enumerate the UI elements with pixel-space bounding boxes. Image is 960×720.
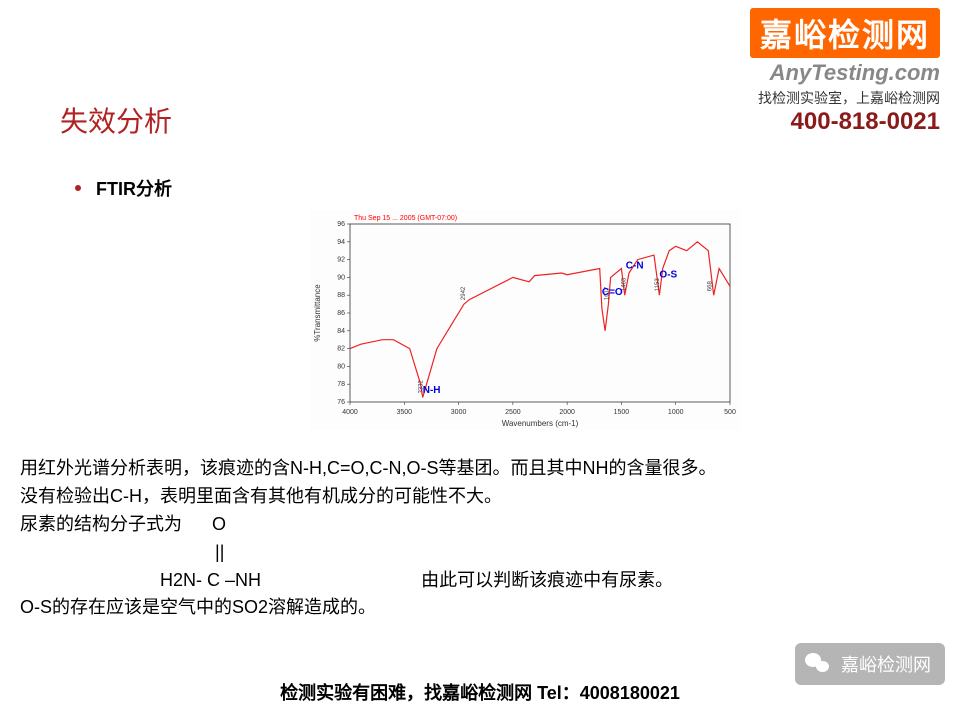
body-line-5: H2N- C –NH 由此可以判断该痕迹中有尿素。 <box>20 567 940 595</box>
svg-text:84: 84 <box>337 328 345 335</box>
svg-text:Wavenumbers (cm-1): Wavenumbers (cm-1) <box>502 419 579 428</box>
body-line-2: 没有检验出C-H，表明里面含有其他有机成分的可能性不大。 <box>20 483 940 511</box>
body-line-4: || <box>20 539 940 567</box>
svg-text:3500: 3500 <box>396 409 412 416</box>
svg-text:%Transmittance: %Transmittance <box>313 284 322 342</box>
svg-text:82: 82 <box>337 346 345 353</box>
brand-tagline: 找检测实验室，上嘉峪检测网 <box>640 88 940 108</box>
page-title: 失效分析 <box>60 100 172 140</box>
svg-text:C-N: C-N <box>626 261 644 272</box>
svg-text:86: 86 <box>337 310 345 317</box>
bullet-item: FTIR分析 <box>75 175 172 201</box>
ftir-spectrum-chart: Thu Sep 15 ... 2005 (GMT-07:00) 76 78 80 82 8… <box>310 210 740 430</box>
brand-phone: 400-818-0021 <box>640 108 940 136</box>
body-line-6: O-S的存在应该是空气中的SO2溶解造成的。 <box>20 594 940 622</box>
svg-text:500: 500 <box>724 409 736 416</box>
svg-text:1000: 1000 <box>668 409 684 416</box>
bullet-dot-icon <box>75 185 81 191</box>
brand-logo-block: 嘉峪检测网 AnyTesting.com 找检测实验室，上嘉峪检测网 400-8… <box>640 8 940 136</box>
brand-logo-sub: AnyTesting.com <box>640 60 940 86</box>
svg-text:2500: 2500 <box>505 409 521 416</box>
svg-text:78: 78 <box>337 381 345 388</box>
svg-text:3000: 3000 <box>451 409 467 416</box>
wechat-badge: 嘉峪检测网 <box>795 643 945 685</box>
body-line-1: 用红外光谱分析表明，该痕迹的含N-H,C=O,C-N,O-S等基团。而且其中NH… <box>20 455 940 483</box>
svg-text:668: 668 <box>708 281 714 292</box>
brand-logo-main: 嘉峪检测网 <box>750 8 940 58</box>
svg-text:4000: 4000 <box>342 409 358 416</box>
svg-text:94: 94 <box>337 239 345 246</box>
analysis-body-text: 用红外光谱分析表明，该痕迹的含N-H,C=O,C-N,O-S等基团。而且其中NH… <box>20 455 940 622</box>
svg-text:2000: 2000 <box>559 409 575 416</box>
svg-text:92: 92 <box>337 257 345 264</box>
svg-text:96: 96 <box>337 221 345 228</box>
svg-text:1500: 1500 <box>614 409 630 416</box>
svg-text:80: 80 <box>337 363 345 370</box>
svg-text:2942: 2942 <box>461 286 467 300</box>
svg-text:90: 90 <box>337 274 345 281</box>
ftir-svg: Thu Sep 15 ... 2005 (GMT-07:00) 76 78 80 82 8… <box>310 210 740 430</box>
bullet-label: FTIR分析 <box>96 175 172 201</box>
wechat-icon <box>805 653 831 675</box>
svg-text:88: 88 <box>337 292 345 299</box>
svg-text:Thu Sep 15 ... 2005 (GMT-07:00: Thu Sep 15 ... 2005 (GMT-07:00) <box>354 215 457 222</box>
svg-text:76: 76 <box>337 399 345 406</box>
svg-text:C=O: C=O <box>602 287 623 298</box>
svg-text:N-H: N-H <box>423 385 441 396</box>
svg-text:O-S: O-S <box>659 269 677 280</box>
body-line-3: 尿素的结构分子式为 O <box>20 511 940 539</box>
wechat-label: 嘉峪检测网 <box>841 651 931 677</box>
